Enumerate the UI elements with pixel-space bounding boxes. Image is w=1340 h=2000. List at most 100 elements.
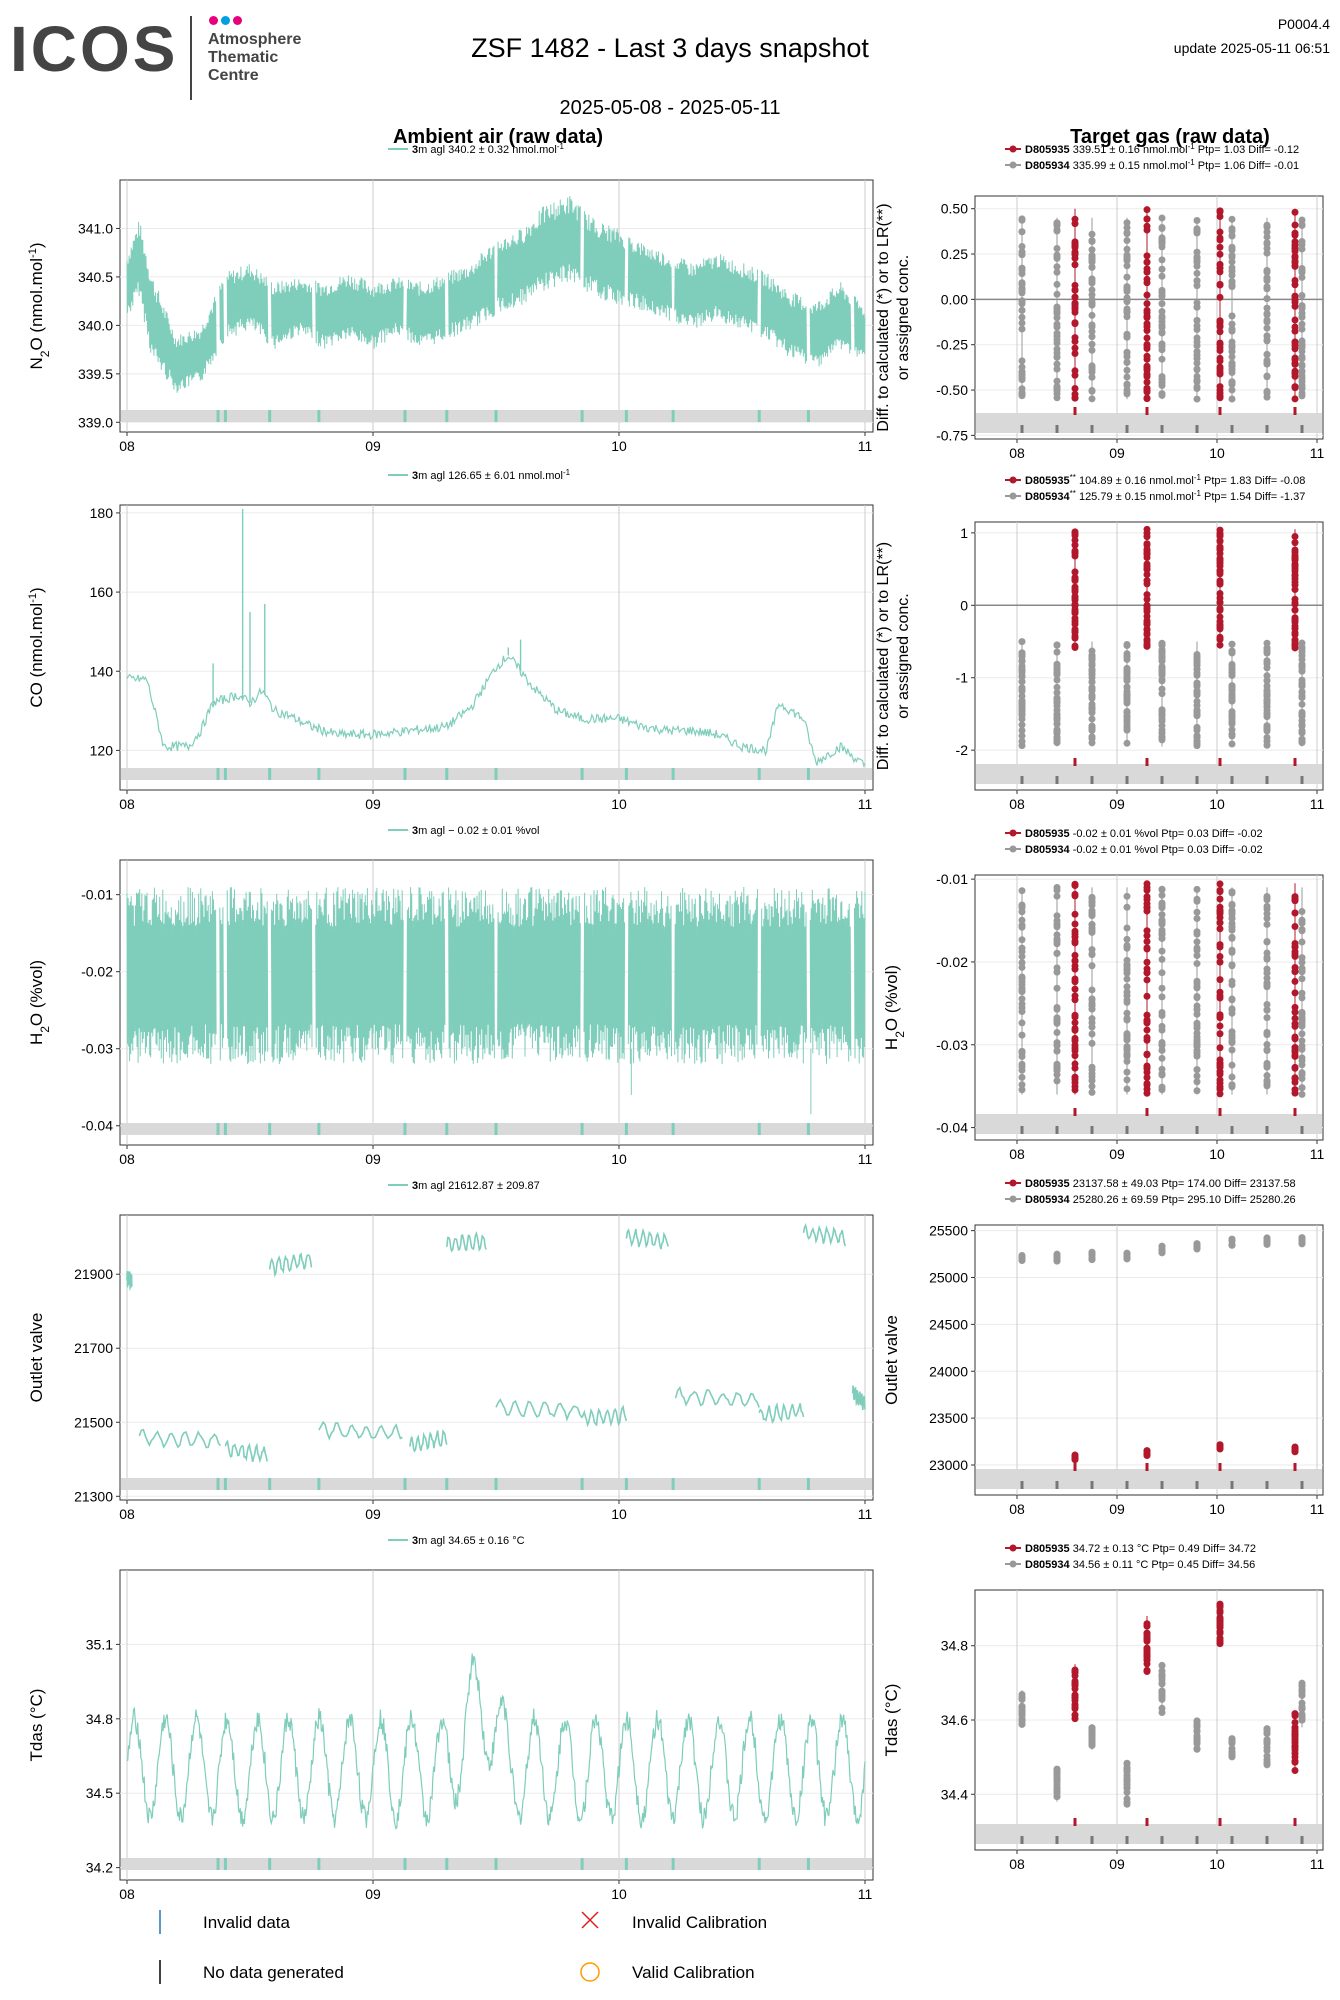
valve-ambient-legend: 3m agl 21612.87 ± 209.87 (388, 1180, 540, 1192)
h2o-target-red-point (1291, 1086, 1299, 1094)
n2o-target-red-point (1291, 316, 1299, 324)
h2o-ambient-xtick-label: 10 (611, 1151, 627, 1167)
co-target-grey-point (1053, 739, 1061, 747)
h2o-target-grey-point (1088, 1023, 1096, 1031)
n2o-target-grey-point (1123, 330, 1131, 338)
h2o-target-grey-point (1018, 923, 1026, 931)
n2o-target-red-point (1216, 212, 1224, 220)
n2o-target-grey-point (1263, 356, 1271, 364)
tdas-target-grey-point (1193, 1718, 1201, 1726)
n2o-target-red-point (1143, 362, 1151, 370)
tdas-ambient-ytick-label: 34.2 (86, 1860, 113, 1876)
co-target-grey-point (1263, 696, 1271, 704)
h2o-target-grey-point (1263, 954, 1271, 962)
co-target-red-point (1071, 541, 1079, 549)
h2o-target-grey-point (1123, 1068, 1131, 1076)
co-target-grey-point (1158, 707, 1166, 715)
n2o-target-red-point (1071, 337, 1079, 345)
co-target-red-point (1291, 598, 1299, 606)
n2o-ambient-ylabel: N2O (nmol.mol-1) (27, 242, 52, 369)
co-target-grey-point (1123, 653, 1131, 661)
logo-divider (190, 16, 192, 100)
h2o-target-red-point (1143, 1074, 1151, 1082)
valve-ambient-series-segment (758, 1401, 805, 1424)
h2o-target-grey-point (1193, 960, 1201, 968)
tdas-target-legend-dot (1009, 1560, 1017, 1568)
co-target-grey-point (1053, 715, 1061, 723)
co-target-grey-point (1053, 697, 1061, 705)
co-target-ytick-label: 0 (960, 597, 968, 613)
h2o-target-red-point (1071, 985, 1079, 993)
co-target-grey-point (1263, 691, 1271, 699)
n2o-target-grey-point (1263, 274, 1271, 282)
h2o-target-ylabel: H2O (%vol) (882, 965, 907, 1050)
n2o-target-red-point (1143, 291, 1151, 299)
co-target-red-point (1071, 594, 1079, 602)
valve-target-xtick-label: 10 (1209, 1501, 1225, 1517)
h2o-target-red-point (1143, 937, 1151, 945)
h2o-target-grey-point (1088, 1015, 1096, 1023)
n2o-target-grey-point (1298, 355, 1306, 363)
h2o-target-grey-point (1053, 923, 1061, 931)
h2o-target-red-point (1143, 1019, 1151, 1027)
co-target-grey-point (1018, 701, 1026, 709)
co-target-legend-dot (1009, 476, 1017, 484)
co-target-red-point (1291, 636, 1299, 644)
h2o-target-red-point (1071, 920, 1079, 928)
n2o-target-grey-point (1228, 353, 1236, 361)
co-target-grey-point (1018, 673, 1026, 681)
h2o-target-grey-point (1088, 962, 1096, 970)
h2o-target-red-point (1143, 1011, 1151, 1019)
co-target-red-point (1143, 550, 1151, 558)
co-target-red-point (1216, 526, 1224, 534)
co-target-grey-point (1158, 666, 1166, 674)
valve-ambient-xtick-label: 11 (858, 1506, 873, 1522)
tdas-target-red-point (1143, 1622, 1151, 1630)
valve-ambient-series-segment (674, 1386, 760, 1408)
n2o-target-grey-point (1263, 233, 1271, 241)
tdas-target-grey-point (1298, 1687, 1306, 1695)
h2o-target-grey-point (1158, 1083, 1166, 1091)
n2o-target-red-point (1143, 334, 1151, 342)
n2o-target-grey-point (1298, 342, 1306, 350)
co-target-grey-point (1298, 645, 1306, 653)
co-ambient-xtick-label: 09 (365, 796, 381, 812)
h2o-target-grey-point (1158, 1054, 1166, 1062)
co-target-grey-point (1158, 650, 1166, 658)
h2o-target-red-point (1291, 1022, 1299, 1030)
no-data-label: No data generated (203, 1963, 344, 1982)
h2o-target-grey-point (1158, 885, 1166, 893)
h2o-target-grey-point (1298, 1037, 1306, 1045)
n2o-ambient-series-line (126, 196, 866, 393)
valve-target-grey-point (1053, 1250, 1061, 1258)
valve-target-red-point (1216, 1441, 1224, 1449)
h2o-target-red-point (1291, 1008, 1299, 1016)
h2o-target-grey-point (1018, 981, 1026, 989)
n2o-ambient-xtick-label: 09 (365, 438, 381, 454)
h2o-target-red-point (1291, 1044, 1299, 1052)
n2o-target-grey-point (1123, 382, 1131, 390)
h2o-target-grey-point (1228, 914, 1236, 922)
h2o-ambient-series-line (126, 886, 866, 1065)
valve-target-grey-point (1088, 1248, 1096, 1256)
h2o-target-red-point (1143, 1034, 1151, 1042)
h2o-target-red-point (1143, 958, 1151, 966)
tdas-target-grey-point (1158, 1662, 1166, 1670)
n2o-target-grey-point (1018, 357, 1026, 365)
h2o-target-grey-point (1053, 1077, 1061, 1085)
co-target-grey-point (1158, 641, 1166, 649)
n2o-target-red-point (1071, 299, 1079, 307)
n2o-target-grey-point (1298, 367, 1306, 375)
co-target-grey-point (1018, 738, 1026, 746)
n2o-target-grey-point (1228, 215, 1236, 223)
h2o-target-grey-point (1263, 1072, 1271, 1080)
co-target-xtick-label: 08 (1009, 796, 1025, 812)
tdas-target-grey-point (1123, 1784, 1131, 1792)
co-target-grey-point (1088, 678, 1096, 686)
h2o-target-grey-point (1228, 906, 1236, 914)
co-target-ytick-label: -1 (956, 670, 969, 686)
h2o-target-grey-point (1263, 1061, 1271, 1069)
tdas-target-grey-point (1158, 1667, 1166, 1675)
tdas-target-grey-point (1158, 1695, 1166, 1703)
valve-ambient-series-segment (581, 1404, 628, 1428)
